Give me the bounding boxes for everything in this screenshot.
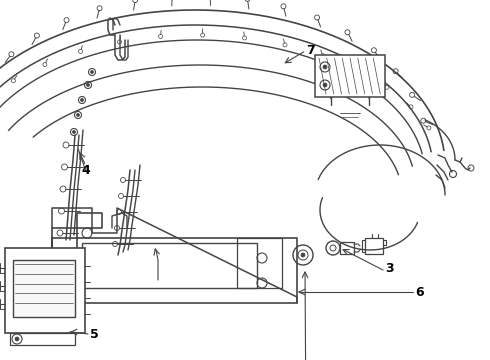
Circle shape bbox=[301, 253, 305, 257]
Text: 6: 6 bbox=[415, 285, 424, 298]
Text: 4: 4 bbox=[81, 165, 90, 177]
Bar bbox=[10, 333, 75, 345]
Text: 7: 7 bbox=[306, 44, 315, 57]
Bar bbox=[13, 260, 75, 317]
Text: 3: 3 bbox=[385, 261, 393, 274]
Bar bbox=[82, 243, 257, 288]
Bar bbox=[5, 248, 85, 333]
Bar bbox=[237, 238, 282, 288]
Text: 5: 5 bbox=[90, 328, 99, 342]
Bar bbox=[340, 242, 354, 254]
Circle shape bbox=[87, 84, 90, 86]
Circle shape bbox=[323, 65, 327, 69]
Circle shape bbox=[73, 130, 75, 134]
Circle shape bbox=[76, 113, 79, 117]
Bar bbox=[365, 238, 383, 254]
Circle shape bbox=[15, 337, 19, 341]
Circle shape bbox=[80, 99, 83, 102]
Circle shape bbox=[323, 83, 327, 87]
Circle shape bbox=[91, 71, 94, 73]
Bar bbox=[315, 55, 385, 97]
